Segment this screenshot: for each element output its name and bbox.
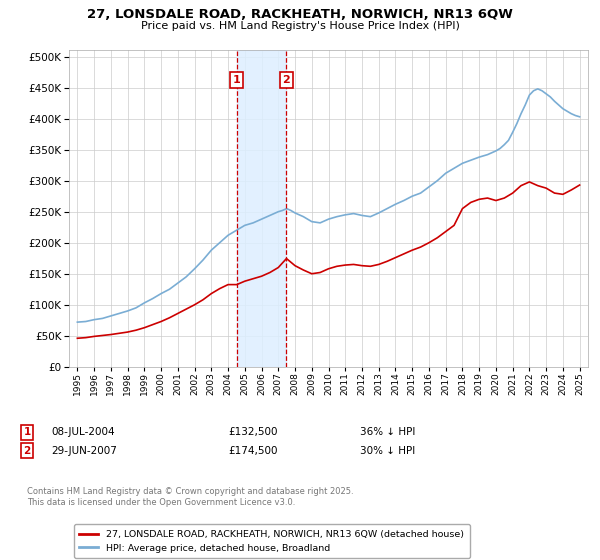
Text: 36% ↓ HPI: 36% ↓ HPI — [360, 427, 415, 437]
Text: 29-JUN-2007: 29-JUN-2007 — [51, 446, 117, 456]
Bar — [237, 50, 286, 367]
Text: Price paid vs. HM Land Registry's House Price Index (HPI): Price paid vs. HM Land Registry's House … — [140, 21, 460, 31]
Text: Contains HM Land Registry data © Crown copyright and database right 2025.
This d: Contains HM Land Registry data © Crown c… — [27, 487, 353, 507]
Text: 27, LONSDALE ROAD, RACKHEATH, NORWICH, NR13 6QW: 27, LONSDALE ROAD, RACKHEATH, NORWICH, N… — [87, 8, 513, 21]
Text: 1: 1 — [233, 75, 241, 85]
Legend: 27, LONSDALE ROAD, RACKHEATH, NORWICH, NR13 6QW (detached house), HPI: Average p: 27, LONSDALE ROAD, RACKHEATH, NORWICH, N… — [74, 524, 470, 558]
Text: 08-JUL-2004: 08-JUL-2004 — [51, 427, 115, 437]
Text: 2: 2 — [23, 446, 31, 456]
Text: 30% ↓ HPI: 30% ↓ HPI — [360, 446, 415, 456]
Text: £132,500: £132,500 — [228, 427, 277, 437]
Text: 2: 2 — [283, 75, 290, 85]
Text: 1: 1 — [23, 427, 31, 437]
Text: £174,500: £174,500 — [228, 446, 277, 456]
